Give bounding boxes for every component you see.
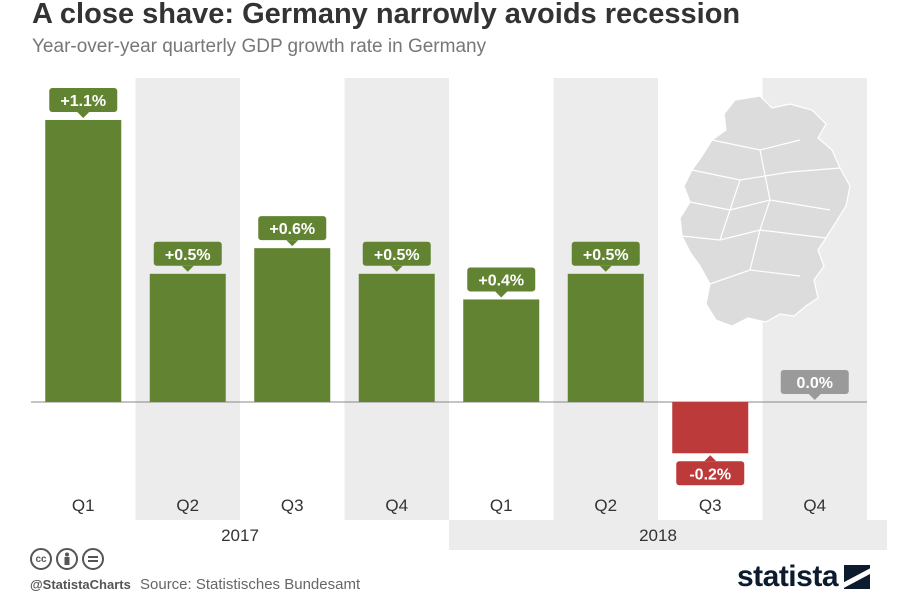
data-label: +0.5% (374, 247, 420, 264)
germany-map (679, 95, 851, 327)
category-label: Q2 (594, 496, 617, 515)
category-label: Q3 (699, 496, 722, 515)
data-label-pointer (808, 394, 821, 400)
bar (567, 273, 644, 402)
data-label-box (49, 87, 118, 112)
bar (45, 119, 122, 403)
year-band (449, 520, 887, 550)
data-label-box (467, 267, 536, 292)
data-label-pointer (495, 291, 508, 298)
state-border (681, 229, 827, 241)
brand-wordmark: statista (736, 560, 839, 593)
year-label: 2017 (221, 526, 259, 545)
no-derivatives-icon (82, 548, 104, 570)
bar (672, 402, 749, 454)
data-label-box (571, 241, 640, 266)
data-label: +1.1% (60, 93, 106, 110)
data-label: +0.4% (478, 272, 524, 289)
data-label-pointer (704, 455, 717, 462)
category-label: Q1 (72, 496, 95, 515)
statista-logo[interactable]: statista (737, 560, 870, 594)
attribution-icon (56, 548, 78, 570)
chart-subtitle: Year-over-year quarterly GDP growth rate… (32, 36, 487, 57)
year-label: 2018 (639, 526, 677, 545)
bar (463, 299, 540, 402)
state-border (719, 179, 741, 241)
data-label: +0.6% (269, 221, 315, 238)
data-label-pointer (599, 265, 612, 272)
source-note: Source: Statistisches Bundesamt (140, 576, 361, 593)
data-label-pointer (390, 265, 403, 272)
category-label: Q4 (803, 496, 826, 515)
data-label-box (676, 461, 745, 486)
category-label: Q2 (176, 496, 199, 515)
data-label-box (258, 216, 327, 241)
state-border (689, 199, 831, 211)
data-label: +0.5% (165, 247, 211, 264)
statista-logo-icon (844, 565, 870, 589)
category-label: Q1 (490, 496, 513, 515)
data-label: +0.5% (583, 247, 629, 264)
data-label-pointer (181, 265, 194, 272)
license-icons: cc (30, 548, 104, 570)
statista-handle[interactable]: @StatistaCharts (30, 577, 131, 592)
bar (149, 273, 226, 402)
data-label: -0.2% (689, 466, 731, 483)
category-label: Q3 (281, 496, 304, 515)
data-label-pointer (286, 240, 299, 247)
chart-title: A close shave: Germany narrowly avoids r… (32, 0, 741, 30)
data-label-box (362, 241, 431, 266)
bar (254, 248, 331, 402)
cc-icon: cc (30, 548, 52, 570)
data-label: 0.0% (797, 375, 833, 392)
state-border (749, 149, 771, 271)
data-label-pointer (77, 111, 90, 118)
bar (358, 273, 435, 402)
category-label: Q4 (385, 496, 408, 515)
data-label-box (780, 370, 849, 394)
data-label-box (153, 241, 222, 266)
